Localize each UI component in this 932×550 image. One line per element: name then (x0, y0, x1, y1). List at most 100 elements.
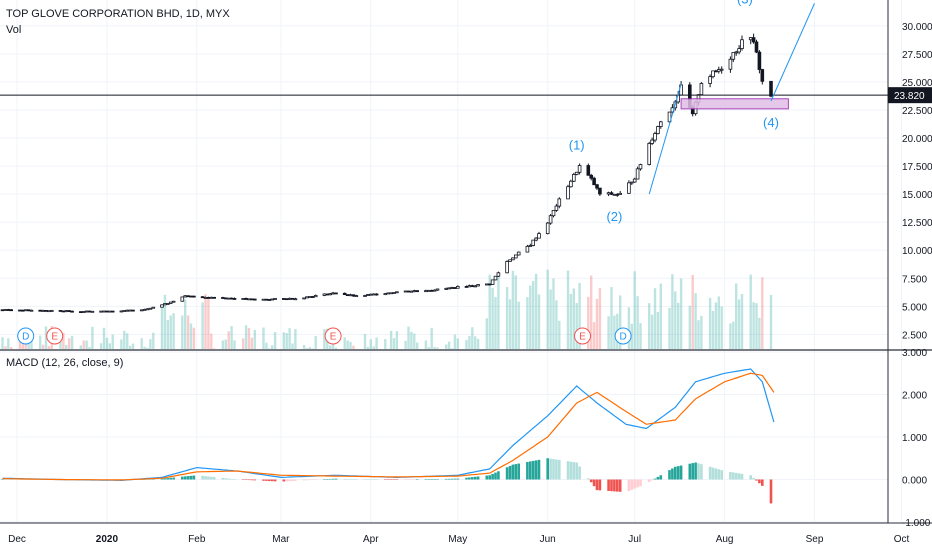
price-tick-label: 5.000 (902, 302, 927, 313)
wave-annotation-label: (4) (763, 115, 779, 130)
volume-bar (677, 302, 680, 349)
candle-body (102, 310, 106, 313)
volume-bar (708, 297, 712, 349)
macd-histogram-bar (444, 478, 448, 480)
macd-histogram-bar (392, 479, 396, 480)
volume-bar (700, 315, 703, 349)
volume-bar (363, 334, 367, 349)
macd-histogram-bar (389, 479, 393, 480)
volume-bar (755, 303, 758, 349)
macd-histogram-bar (404, 479, 407, 480)
volume-bar (79, 345, 82, 349)
candle-body (261, 298, 266, 301)
candle-body (264, 298, 269, 301)
volume-bar (740, 294, 744, 349)
candle-body (557, 198, 562, 207)
candle-body (186, 295, 190, 298)
volume-bar (47, 346, 51, 349)
candle-body (23, 309, 28, 312)
time-tick-label: Sep (806, 534, 824, 545)
macd-histogram-bar (627, 479, 631, 492)
macd-histogram-bar (552, 459, 555, 480)
volume-bar (294, 329, 297, 349)
macd-label[interactable]: MACD (12, 26, close, 9) (6, 357, 124, 369)
volume-bar (343, 337, 346, 349)
macd-histogram-bar (265, 479, 268, 481)
candle-body (223, 297, 228, 300)
volume-bar (572, 288, 575, 349)
candle-body (714, 70, 718, 73)
macd-histogram-bar (294, 479, 297, 481)
volume-bar (44, 326, 48, 349)
macd-histogram-bar (262, 479, 265, 481)
volume-bar (160, 307, 164, 349)
candle-body (50, 310, 54, 312)
price-tick-label: 30.000 (902, 22, 932, 33)
price-tick-label: 15.000 (902, 190, 932, 201)
candle-body (206, 297, 211, 299)
macd-histogram-bar (453, 478, 457, 480)
macd-histogram-bar (201, 475, 204, 480)
volume-bar (424, 340, 428, 349)
symbol-title[interactable]: TOP GLOVE CORPORATION BHD, 1D, MYX (6, 8, 230, 20)
candle-body (131, 309, 135, 312)
candle-body (667, 111, 672, 123)
macd-histogram-bar (285, 479, 288, 482)
candle-body (632, 178, 637, 183)
macd-histogram-bar (160, 478, 164, 480)
candle-body (574, 171, 579, 175)
volume-bar (152, 332, 155, 349)
candle-body (577, 165, 582, 173)
volume-bar (491, 287, 494, 349)
candle-body (284, 298, 289, 301)
macd-histogram-bar (163, 478, 167, 480)
volume-bar (189, 323, 193, 349)
candle-body (708, 76, 712, 84)
macd-histogram-bar (323, 479, 326, 480)
event-marker-label: E (51, 332, 58, 343)
macd-histogram-bar (755, 479, 758, 481)
candle-body (717, 69, 721, 72)
volume-bar (714, 302, 718, 349)
volume-bar (59, 338, 62, 349)
macd-histogram-bar (526, 461, 529, 480)
volume-bar (761, 277, 764, 349)
macd-histogram-bar (334, 478, 338, 480)
candle-body (638, 164, 643, 170)
macd-histogram-bar (331, 478, 335, 480)
macd-histogram-bar (207, 476, 210, 480)
volume-bar (598, 288, 602, 349)
volume-bar (737, 299, 741, 349)
candle-body (551, 209, 556, 217)
volume-bar (247, 328, 251, 349)
candle-body (630, 181, 634, 184)
macd-histogram-bar (447, 478, 451, 480)
macd-histogram-bar (697, 463, 700, 480)
macd-histogram-bar (589, 479, 593, 483)
macd-histogram-bar (558, 459, 561, 480)
candle-body (659, 121, 663, 128)
macd-histogram-bar (395, 479, 399, 480)
volume-bar (192, 327, 196, 349)
candle-body (453, 287, 457, 289)
volume-bar (407, 326, 410, 349)
macd-histogram-bar (172, 477, 175, 480)
macd-histogram-bar (282, 479, 286, 482)
candle-body (464, 286, 469, 288)
candle-body (87, 310, 92, 313)
volume-bar (656, 311, 660, 349)
volume-bar (517, 301, 520, 349)
macd-histogram-bar (366, 479, 370, 480)
candle-body (328, 293, 332, 296)
macd-histogram-bar (688, 463, 692, 480)
volume-label: Vol (6, 24, 22, 36)
volume-bar (273, 332, 277, 349)
candle-body (200, 296, 205, 299)
macd-histogram-bar (708, 466, 712, 480)
volume-bar (384, 339, 387, 349)
volume-bar (514, 275, 517, 349)
macd-histogram-bar (587, 478, 590, 480)
volume-bar (372, 346, 375, 349)
volume-bar (250, 337, 254, 349)
